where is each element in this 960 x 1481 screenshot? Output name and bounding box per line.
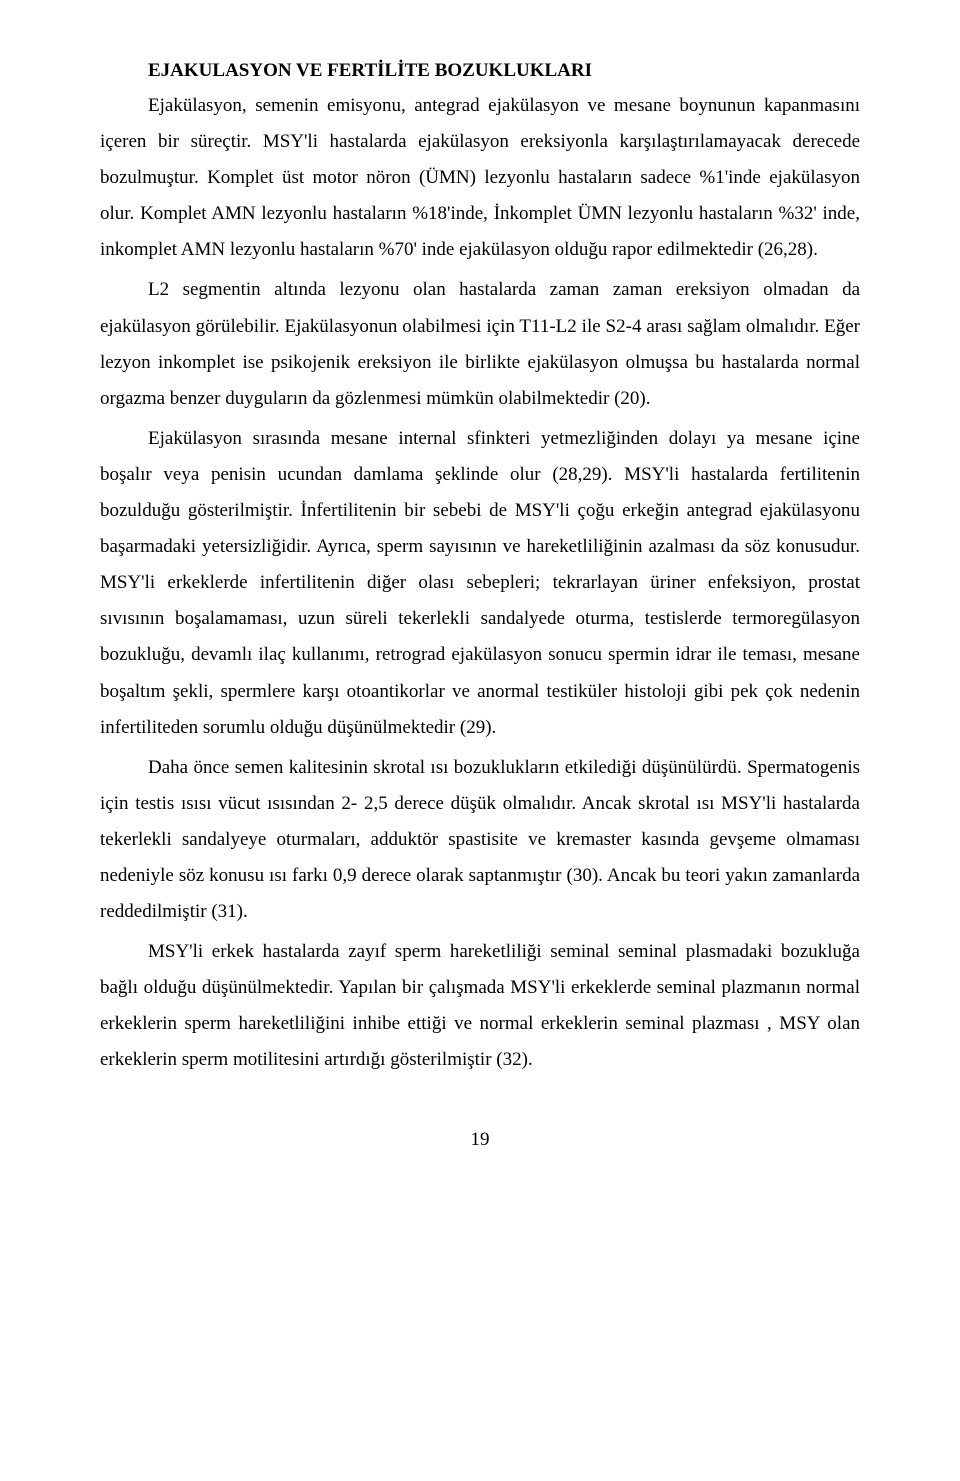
paragraph-1: Ejakülasyon, semenin emisyonu, antegrad … — [100, 88, 860, 268]
paragraph-2: L2 segmentin altında lezyonu olan hastal… — [100, 272, 860, 416]
paragraph-3: Ejakülasyon sırasında mesane internal sf… — [100, 421, 860, 746]
document-page: EJAKULASYON VE FERTİLİTE BOZUKLUKLARI Ej… — [0, 0, 960, 1191]
section-heading: EJAKULASYON VE FERTİLİTE BOZUKLUKLARI — [100, 60, 860, 82]
paragraph-5: MSY'li erkek hastalarda zayıf sperm hare… — [100, 934, 860, 1078]
paragraph-4: Daha önce semen kalitesinin skrotal ısı … — [100, 750, 860, 930]
page-number: 19 — [100, 1129, 860, 1151]
